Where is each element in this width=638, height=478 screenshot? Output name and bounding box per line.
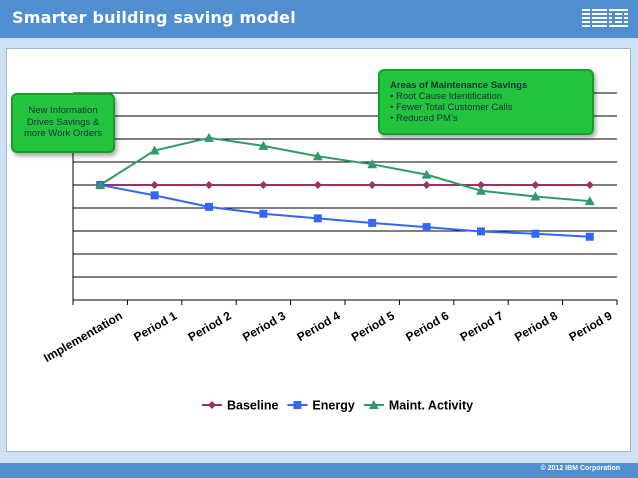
x-tick-label: Period 6 xyxy=(403,308,451,344)
x-tick-label: Period 3 xyxy=(240,308,288,344)
data-point xyxy=(531,229,540,238)
data-point xyxy=(204,132,214,142)
slide-footer: © 2012 IBM Corporation xyxy=(0,463,638,478)
data-point xyxy=(584,196,595,206)
data-point xyxy=(150,191,159,200)
data-point xyxy=(259,181,268,189)
callout-right-heading: Areas of Maintenance Savings xyxy=(390,80,528,91)
data-point xyxy=(585,232,594,241)
callout-right-item: Reduced PM’s xyxy=(390,113,592,124)
x-tick-label: Period 5 xyxy=(349,308,397,344)
data-point xyxy=(422,181,431,189)
legend-label: Baseline xyxy=(227,399,278,413)
data-point xyxy=(205,202,213,211)
data-point xyxy=(313,214,322,223)
legend: Baseline Energy Maint. Activity xyxy=(202,399,473,413)
series-lines xyxy=(99,136,590,238)
x-tick-label: Period 1 xyxy=(131,308,179,344)
copyright-text: © 2012 IBM Corporation xyxy=(540,465,620,472)
data-point xyxy=(477,227,485,236)
callout-right-list: Root Cause Identification Fewer Total Cu… xyxy=(390,91,592,124)
x-tick-label: Period 7 xyxy=(458,308,506,344)
x-tick-label: Implementation xyxy=(41,308,125,364)
data-point xyxy=(477,181,485,189)
data-point xyxy=(312,151,323,161)
x-tick-label: Period 4 xyxy=(294,308,342,344)
legend-marker xyxy=(368,400,379,409)
data-point xyxy=(150,181,159,189)
data-point xyxy=(531,181,540,189)
data-point xyxy=(95,180,106,189)
series-line-2 xyxy=(99,136,590,203)
series-line-1 xyxy=(100,184,590,238)
data-point xyxy=(476,185,486,195)
slide-title: Smarter building saving model xyxy=(12,8,296,27)
data-point xyxy=(585,181,594,189)
data-point xyxy=(530,191,541,201)
data-point xyxy=(367,159,378,169)
slide-header: Smarter building saving model xyxy=(0,0,638,38)
x-tick-label: Period 8 xyxy=(512,308,560,344)
series-markers xyxy=(95,132,595,241)
data-point xyxy=(149,145,160,155)
data-point xyxy=(205,181,213,189)
callout-maintenance-savings: Areas of Maintenance Savings Root Cause … xyxy=(378,69,594,135)
data-point xyxy=(421,169,432,179)
data-point xyxy=(368,218,377,227)
data-point xyxy=(313,181,322,189)
callout-left-line-3: more Work Orders xyxy=(24,128,102,139)
x-tick-labels: Implementation Period 1 Period 2 Period 3 Pe… xyxy=(41,308,615,365)
data-point xyxy=(258,140,269,150)
legend-marker xyxy=(208,401,216,409)
callout-right-item: Fewer Total Customer Calls xyxy=(390,102,592,113)
callout-new-information: New Information Drives Savings & more Wo… xyxy=(11,93,115,153)
callout-left-line-1: New Information xyxy=(28,105,98,116)
callout-right-item: Root Cause Identification xyxy=(390,91,592,102)
data-point xyxy=(368,181,377,189)
data-point xyxy=(259,209,268,218)
legend-label: Energy xyxy=(312,399,354,413)
legend-label: Maint. Activity xyxy=(389,399,473,413)
ibm-logo xyxy=(582,9,628,27)
x-tick-label: Period 9 xyxy=(566,308,614,344)
data-point xyxy=(422,223,431,232)
legend-marker xyxy=(293,401,302,409)
x-tick-label: Period 2 xyxy=(186,308,234,344)
callout-left-line-2: Drives Savings & xyxy=(26,116,100,128)
